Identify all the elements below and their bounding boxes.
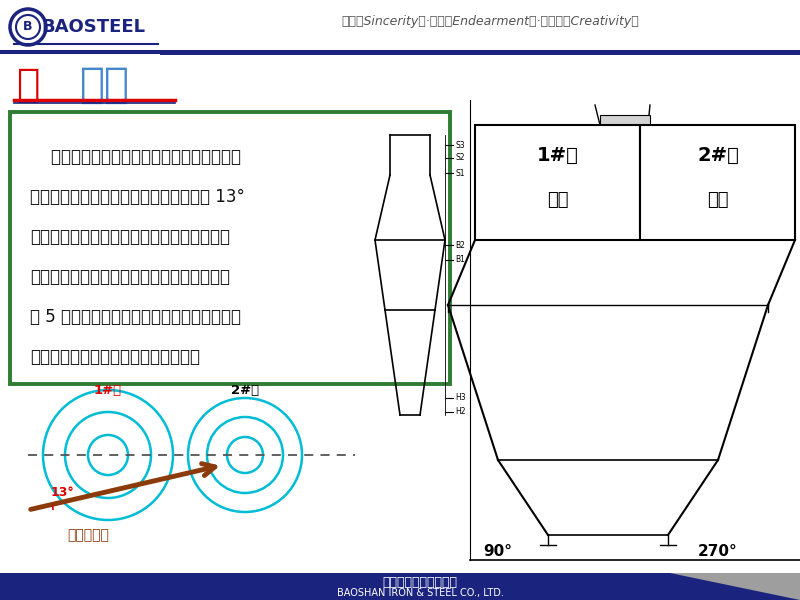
Text: 2#罐: 2#罐 [697,145,739,164]
Text: ，其上料主皮带与炉顶两料罐中心连线呈 13°: ，其上料主皮带与炉顶两料罐中心连线呈 13° [30,188,245,206]
Polygon shape [670,573,800,600]
Bar [0,50,800,53]
Text: 宝钢一高炉（三代）亦采用的并罐布料装置: 宝钢一高炉（三代）亦采用的并罐布料装置 [30,148,241,166]
Text: 13°: 13° [50,487,74,499]
Text: 真诚（Sincerity）·友爱（Endearment）·创造力（Creativity）: 真诚（Sincerity）·友爱（Endearment）·创造力（Creativ… [341,16,639,28]
Text: 夹角，加剧了炉顶布料过程中圆周方向炉料分: 夹角，加剧了炉顶布料过程中圆周方向炉料分 [30,228,230,246]
Text: 主皮带方向: 主皮带方向 [67,528,109,542]
Text: S2: S2 [455,154,465,163]
Text: S1: S1 [455,169,465,178]
Text: 270°: 270° [698,545,738,559]
Text: S3: S3 [455,140,465,149]
Bar [640,125,795,240]
Text: 矿石: 矿石 [707,191,729,209]
Text: B1: B1 [455,256,465,265]
Text: 2#罐: 2#罐 [231,383,259,397]
Bar [600,115,650,130]
Text: 1#罐: 1#罐 [94,383,122,397]
Text: 布的不均匀与粒度偏析，同时在风口以上采用: 布的不均匀与粒度偏析，同时在风口以上采用 [30,268,230,286]
Text: H3: H3 [455,394,466,403]
Text: BAOSTEEL: BAOSTEEL [41,18,145,36]
Text: B: B [23,20,33,34]
Bar [0,0,800,55]
Text: 前言: 前言 [80,64,130,106]
Bar [475,125,640,240]
Bar [160,53,800,55]
Text: 宝山钢铁股份有限公司: 宝山钢铁股份有限公司 [382,575,458,589]
Text: H2: H2 [455,407,466,416]
Text: 一: 一 [16,66,40,104]
Text: 90°: 90° [483,545,513,559]
Text: jinchutou.com: jinchutou.com [221,300,379,320]
Text: 1#罐: 1#罐 [537,145,579,164]
Bar [10,112,450,384]
Bar [0,573,800,600]
Text: BAOSHAN IRON & STEEL CO., LTD.: BAOSHAN IRON & STEEL CO., LTD. [337,588,503,598]
Text: B2: B2 [455,241,465,250]
Text: 了 5 段易粘易脱的镶砖铜冷却壁，两者均给煤: 了 5 段易粘易脱的镶砖铜冷却壁，两者均给煤 [30,308,241,326]
Text: 气流的调剂与炉型的维护增加了难度。: 气流的调剂与炉型的维护增加了难度。 [30,348,200,366]
Text: 焦炭: 焦炭 [547,191,569,209]
